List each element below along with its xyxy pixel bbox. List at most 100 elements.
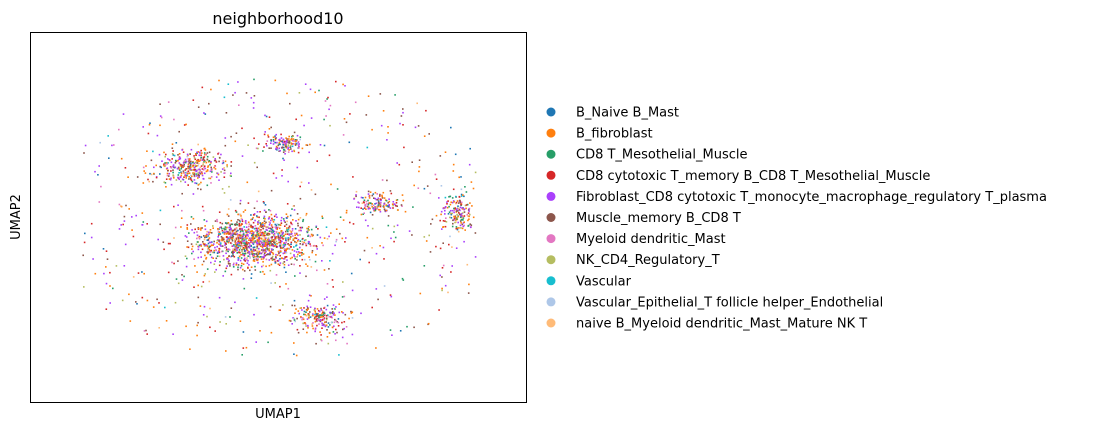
scatter-point xyxy=(327,326,330,328)
scatter-point xyxy=(159,103,161,105)
scatter-point xyxy=(439,155,442,157)
scatter-point xyxy=(270,239,273,241)
scatter-point xyxy=(344,241,346,243)
scatter-point xyxy=(106,258,109,260)
scatter-point xyxy=(388,204,390,206)
scatter-point xyxy=(206,230,208,233)
scatter-point xyxy=(366,205,369,208)
scatter-point xyxy=(206,268,209,270)
scatter-point xyxy=(265,265,267,268)
scatter-point xyxy=(461,207,464,209)
scatter-point xyxy=(325,308,328,311)
scatter-point xyxy=(382,110,385,112)
scatter-point xyxy=(373,209,375,212)
scatter-point xyxy=(438,197,440,199)
scatter-point xyxy=(105,308,108,310)
scatter-point xyxy=(226,213,229,216)
scatter-point xyxy=(247,267,249,269)
scatter-point xyxy=(379,204,381,206)
scatter-point xyxy=(173,154,176,157)
scatter-point xyxy=(367,206,370,209)
scatter-point xyxy=(129,320,132,322)
scatter-point xyxy=(229,265,231,267)
scatter-point xyxy=(198,160,201,162)
scatter-point xyxy=(467,225,469,227)
scatter-point xyxy=(298,252,301,254)
scatter-point xyxy=(210,256,213,259)
scatter-point xyxy=(458,212,460,214)
scatter-point xyxy=(292,143,294,145)
scatter-point xyxy=(186,174,189,177)
scatter-point xyxy=(402,124,404,126)
scatter-point xyxy=(197,160,199,163)
scatter-point xyxy=(215,176,218,178)
scatter-point xyxy=(240,265,243,267)
scatter-point xyxy=(242,254,245,256)
scatter-point xyxy=(262,270,264,273)
scatter-point xyxy=(197,106,200,108)
scatter-point xyxy=(105,250,108,252)
scatter-point xyxy=(259,252,262,254)
scatter-point xyxy=(182,151,185,153)
scatter-point xyxy=(353,198,355,200)
scatter-point xyxy=(291,256,293,259)
scatter-point xyxy=(100,185,102,188)
scatter-point xyxy=(288,149,290,151)
scatter-point xyxy=(287,228,290,231)
scatter-point xyxy=(175,142,178,144)
scatter-point xyxy=(227,83,230,85)
scatter-point xyxy=(428,133,430,135)
scatter-point xyxy=(299,272,301,274)
scatter-point xyxy=(263,240,266,243)
scatter-point xyxy=(371,227,374,230)
scatter-point xyxy=(243,287,246,290)
scatter-point xyxy=(264,239,267,242)
scatter-point xyxy=(396,205,398,207)
scatter-point xyxy=(264,114,266,117)
scatter-point xyxy=(90,236,93,239)
scatter-point xyxy=(173,237,175,239)
scatter-point xyxy=(188,162,191,164)
scatter-point xyxy=(294,140,297,143)
scatter-point xyxy=(392,201,395,203)
scatter-point xyxy=(185,160,188,163)
scatter-point xyxy=(270,229,272,232)
scatter-point xyxy=(314,317,316,319)
scatter-point xyxy=(234,223,236,226)
scatter-point xyxy=(279,138,281,141)
scatter-point xyxy=(459,206,462,209)
scatter-point xyxy=(297,234,299,237)
scatter-point xyxy=(379,210,382,213)
scatter-point xyxy=(194,158,197,161)
scatter-point xyxy=(379,202,382,204)
scatter-point xyxy=(147,178,149,181)
scatter-point xyxy=(236,247,238,249)
scatter-point xyxy=(201,86,204,89)
scatter-point xyxy=(279,241,281,244)
scatter-point xyxy=(246,234,248,236)
scatter-point xyxy=(308,294,311,297)
scatter-point xyxy=(237,245,240,247)
scatter-point xyxy=(258,229,261,231)
scatter-point xyxy=(323,317,326,319)
scatter-point xyxy=(275,236,277,238)
scatter-point xyxy=(171,147,174,149)
scatter-point xyxy=(260,226,263,228)
scatter-point xyxy=(249,237,252,240)
scatter-point xyxy=(131,216,133,218)
scatter-point xyxy=(291,249,294,251)
scatter-point xyxy=(203,172,206,175)
scatter-point xyxy=(234,248,236,251)
scatter-point xyxy=(245,92,248,94)
scatter-point xyxy=(259,330,261,332)
scatter-point xyxy=(228,223,231,226)
scatter-point xyxy=(337,321,340,324)
scatter-point xyxy=(294,143,296,145)
scatter-point xyxy=(226,164,228,166)
scatter-point xyxy=(184,255,187,257)
scatter-point xyxy=(271,248,273,250)
scatter-point xyxy=(286,229,288,231)
scatter-point xyxy=(275,224,278,227)
scatter-point xyxy=(383,258,385,260)
scatter-point xyxy=(267,134,269,137)
